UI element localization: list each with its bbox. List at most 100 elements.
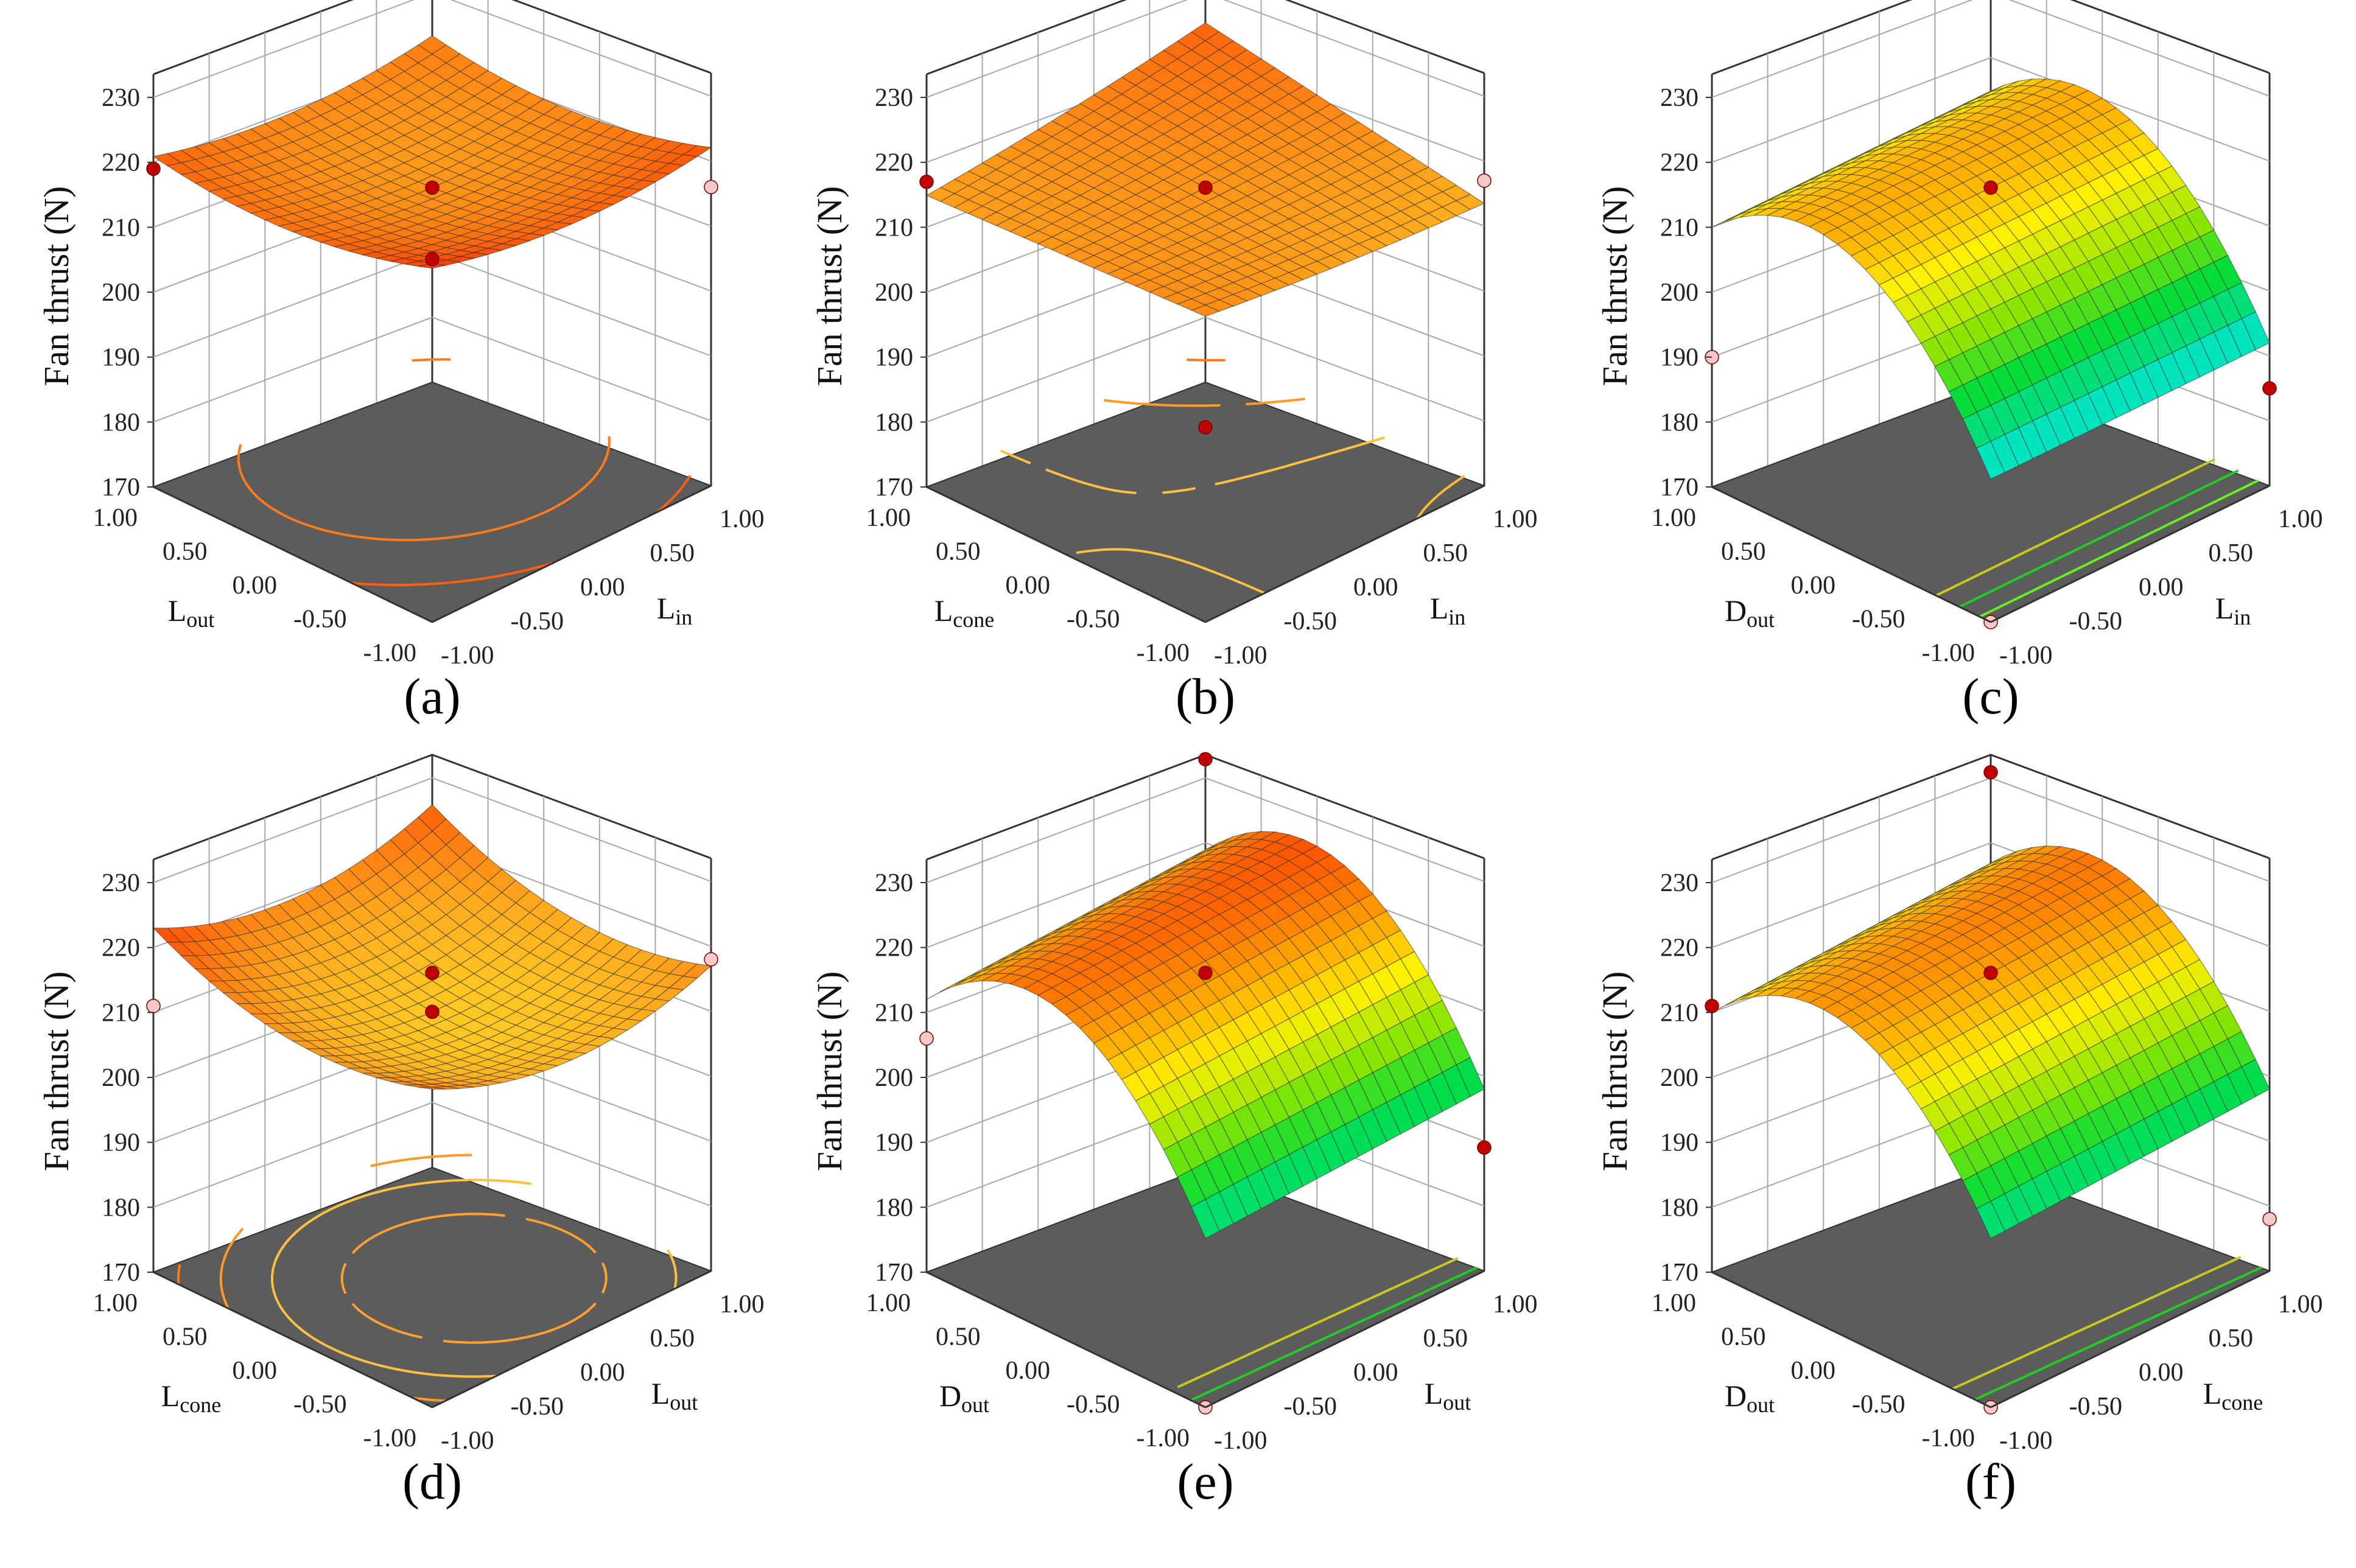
contour-line	[1000, 436, 1385, 595]
panel-label: (c)	[1962, 668, 2019, 725]
x-tick-label: 1.00	[720, 1290, 765, 1318]
design-point	[425, 251, 440, 267]
panel-label: (d)	[402, 1454, 462, 1510]
z-tick-label: 200	[102, 279, 140, 307]
design-point	[1983, 180, 1998, 195]
z-tick-label: 230	[875, 84, 913, 112]
contour-line	[1974, 1266, 2263, 1401]
panel-b: 230 220 210 200 190 180 170 Fan thrust (N) 1.00 0…	[810, 0, 1538, 725]
y-axis-title: Dout	[939, 1379, 989, 1417]
wall-top-edge	[926, 0, 1485, 75]
response-surface	[1711, 845, 2270, 1239]
z-tick-label: 230	[1660, 84, 1699, 112]
z-tick-label: 220	[1660, 934, 1699, 962]
panel-label: (e)	[1177, 1454, 1233, 1510]
front-left-edge	[1711, 486, 1991, 623]
z-axis: 230 220 210 200 190 180 170 Fan thrust (N)	[810, 869, 927, 1287]
front-left-edge	[926, 486, 1206, 623]
z-tick-label: 190	[102, 1129, 140, 1157]
y-tick-label: -1.00	[1137, 1424, 1190, 1452]
wall-top-edge	[153, 0, 712, 75]
x-axis: 1.00 0.50 0.00 -0.50 -1.00 Lin	[1999, 505, 2323, 670]
design-point	[919, 174, 934, 189]
y-tick-label: 1.00	[93, 1289, 138, 1317]
design-points	[146, 161, 718, 267]
wall-grid-line	[926, 317, 1485, 423]
front-left-edge	[153, 486, 433, 623]
panel-label: (b)	[1176, 668, 1235, 725]
panel-f: 230 220 210 200 190 180 170 Fan thrust (N) 1.00 0…	[1595, 754, 2323, 1510]
z-tick-label: 200	[102, 1064, 140, 1092]
panel-e: 230 220 210 200 190 180 170 Fan thrust (N) 1.00 0…	[810, 752, 1538, 1510]
x-axis: 1.00 0.50 0.00 -0.50 -1.00 Lin	[441, 505, 765, 670]
wall-grid-line	[926, 842, 1485, 948]
y-axis-title: Lcone	[934, 593, 995, 632]
design-point	[1198, 965, 1213, 981]
z-axis: 230 220 210 200 190 180 170 Fan thrust (N)	[1595, 84, 1712, 502]
z-tick-label: 230	[102, 84, 140, 112]
z-tick-label: 180	[875, 1194, 913, 1222]
x-tick-label: -0.50	[1284, 607, 1338, 635]
x-tick-label: -0.50	[1284, 1393, 1338, 1421]
y-axis-title: Lcone	[161, 1379, 222, 1417]
y-tick-label: -1.00	[1922, 639, 1976, 667]
x-tick-label: -0.50	[511, 1393, 564, 1421]
design-point	[1198, 180, 1213, 195]
wall-grid-line	[1711, 842, 2270, 948]
y-axis: 1.00 0.50 0.00 -0.50 -1.00 Dout	[1652, 504, 1976, 667]
front-right-edge	[1990, 1270, 2270, 1409]
y-tick-label: 0.00	[1006, 1357, 1051, 1385]
design-point	[704, 952, 718, 967]
wall-grid-line	[153, 317, 712, 423]
design-point	[1198, 420, 1213, 435]
y-axis: 1.00 0.50 0.00 -0.50 -1.00 Lcone	[93, 1289, 417, 1452]
x-tick-label: 0.00	[2139, 573, 2184, 601]
x-axis-title: Lout	[1425, 1376, 1471, 1415]
y-axis: 1.00 0.50 0.00 -0.50 -1.00 Lout	[93, 504, 417, 667]
z-tick-label: 220	[1660, 149, 1699, 177]
z-axis-title: Fan thrust (N)	[810, 971, 849, 1172]
surface-cell	[1190, 304, 1221, 317]
z-tick-label: 200	[875, 279, 913, 307]
design-point	[425, 180, 440, 195]
x-axis: 1.00 0.50 0.00 -0.50 -1.00 Lout	[441, 1290, 765, 1455]
z-tick-label: 210	[1660, 999, 1699, 1027]
response-surface	[925, 22, 1485, 317]
x-tick-label: 0.50	[2209, 1325, 2254, 1353]
x-axis-title: Lin	[1430, 591, 1466, 629]
z-tick-label: 210	[102, 214, 140, 242]
front-left-edge	[926, 1271, 1206, 1409]
design-point	[425, 965, 440, 981]
design-points	[1705, 765, 2277, 1415]
x-tick-label: 1.00	[2278, 505, 2323, 533]
wall-grid-line	[1711, 0, 2270, 98]
y-tick-label: 1.00	[866, 1289, 911, 1317]
y-tick-label: 0.50	[1721, 1323, 1766, 1351]
y-tick-label: 0.50	[1721, 538, 1766, 566]
front-right-edge	[1205, 485, 1485, 623]
design-point	[146, 161, 161, 177]
design-point	[1983, 765, 1998, 780]
y-tick-label: -1.00	[363, 639, 417, 667]
design-point	[146, 998, 161, 1013]
y-tick-label: 1.00	[1652, 1289, 1697, 1317]
x-axis-title: Lin	[2215, 591, 2251, 629]
floor-contours	[177, 1153, 678, 1402]
z-tick-label: 180	[875, 408, 913, 436]
x-tick-label: -1.00	[1999, 1427, 2053, 1455]
y-axis-title: Lout	[168, 593, 215, 632]
x-tick-label: 0.00	[580, 573, 625, 601]
z-tick-label: 210	[102, 999, 140, 1027]
y-axis-title: Dout	[1725, 593, 1775, 632]
z-tick-label: 220	[102, 934, 140, 962]
design-points	[919, 173, 1492, 435]
contour-line	[1958, 469, 2239, 608]
floor-contours	[1000, 359, 1465, 595]
contour-line	[351, 475, 692, 587]
y-tick-label: 1.00	[93, 504, 138, 532]
z-tick-label: 230	[102, 869, 140, 897]
z-tick-label: 220	[875, 934, 913, 962]
z-axis-title: Fan thrust (N)	[1595, 971, 1635, 1172]
x-tick-label: -1.00	[441, 1427, 494, 1455]
contour-line	[1952, 1256, 2242, 1390]
